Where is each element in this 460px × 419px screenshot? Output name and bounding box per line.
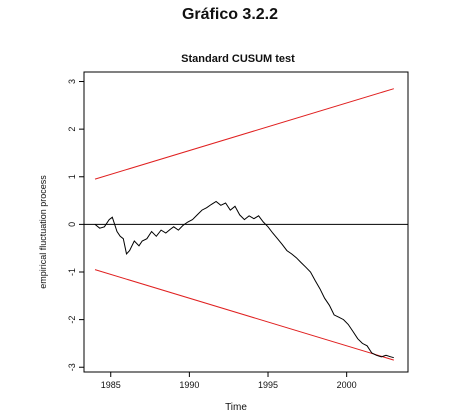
- x-tick-label: 2000: [337, 380, 357, 390]
- y-tick-label: -1: [67, 268, 77, 276]
- x-tick-label: 1990: [179, 380, 199, 390]
- page-heading: Gráfico 3.2.2: [181, 6, 279, 23]
- data-lines: [84, 88, 408, 361]
- lower-boundary-line: [94, 269, 394, 361]
- chart-title: Standard CUSUM test: [181, 53, 295, 65]
- y-tick-label: -3: [67, 363, 77, 371]
- x-axis-label: Time: [225, 402, 247, 413]
- plot-frame: [83, 71, 409, 373]
- y-tick-label: 1: [67, 174, 77, 179]
- y-tick-label: 3: [67, 79, 77, 84]
- y-tick-label: 0: [67, 222, 77, 227]
- cusum-process-line: [94, 200, 394, 359]
- upper-boundary-line: [94, 88, 394, 180]
- x-tick-label: 1995: [258, 380, 278, 390]
- y-axis-label: empirical fluctuation process: [38, 175, 48, 289]
- y-tick-label: 2: [67, 127, 77, 132]
- y-tick-label: -2: [67, 316, 77, 324]
- x-tick-label: 1985: [101, 380, 121, 390]
- axes: 1985 1990 1995 2000 -3 -2 -1 0 1 2 3: [67, 79, 357, 390]
